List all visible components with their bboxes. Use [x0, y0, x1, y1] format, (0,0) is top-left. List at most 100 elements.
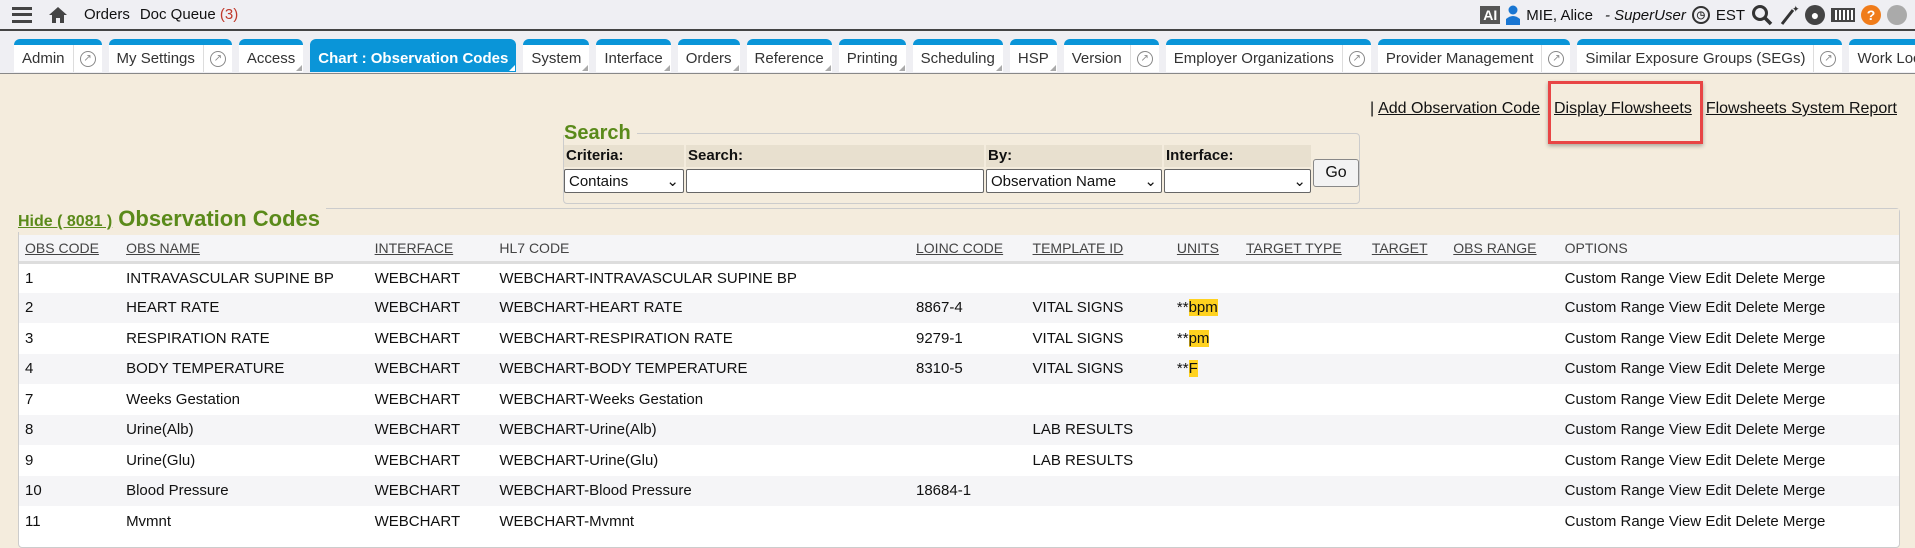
view-link[interactable]: View [1668, 512, 1702, 530]
merge-link[interactable]: Merge [1782, 269, 1826, 287]
merge-link[interactable]: Merge [1782, 329, 1826, 347]
custom-range-link[interactable]: Custom Range [1564, 360, 1665, 378]
dropdown-corner-icon [663, 65, 670, 71]
tab-scheduling[interactable]: Scheduling [912, 39, 1003, 72]
interface-select[interactable]: ⌄ [1164, 169, 1311, 193]
open-external-button[interactable]: ↗ [1341, 45, 1371, 72]
tab-system[interactable]: System [523, 39, 590, 72]
tab-employer-organizations[interactable]: Employer Organizations ↗ [1165, 39, 1371, 72]
view-link[interactable]: View [1668, 390, 1702, 408]
column-header[interactable]: TARGET [1365, 235, 1448, 264]
custom-range-link[interactable]: Custom Range [1564, 299, 1665, 317]
edit-link[interactable]: Edit [1705, 482, 1732, 500]
merge-link[interactable]: Merge [1782, 390, 1826, 408]
open-external-button[interactable]: ↗ [1541, 45, 1570, 72]
merge-link[interactable]: Merge [1782, 360, 1826, 378]
criteria-select[interactable]: Contains ⌄ [564, 169, 684, 193]
tab-reference[interactable]: Reference [746, 39, 832, 72]
timezone[interactable]: EST [1715, 6, 1745, 24]
view-link[interactable]: View [1668, 360, 1702, 378]
custom-range-link[interactable]: Custom Range [1564, 482, 1665, 500]
display-flowsheets-link[interactable]: Display Flowsheets [1553, 100, 1692, 117]
cell-options: Custom Range View Edit Delete Merge [1558, 292, 1899, 323]
go-button[interactable]: Go [1313, 159, 1359, 187]
column-header[interactable]: TEMPLATE ID [1026, 235, 1171, 264]
open-external-button[interactable]: ↗ [1129, 45, 1159, 72]
edit-link[interactable]: Edit [1705, 329, 1732, 347]
tab-provider-management[interactable]: Provider Management ↗ [1377, 39, 1571, 72]
tab-similar-exposure-groups-segs[interactable]: Similar Exposure Groups (SEGs) ↗ [1577, 39, 1843, 72]
delete-link[interactable]: Delete [1735, 390, 1779, 408]
view-link[interactable]: View [1668, 451, 1702, 469]
merge-link[interactable]: Merge [1782, 299, 1826, 317]
hamburger-icon[interactable] [12, 6, 32, 23]
help-icon[interactable]: ? [1861, 5, 1881, 25]
delete-link[interactable]: Delete [1735, 299, 1779, 317]
open-external-button[interactable]: ↗ [202, 45, 232, 72]
doc-queue-link[interactable]: Doc Queue (3) [140, 6, 238, 23]
user-name[interactable]: MIE, Alice [1526, 6, 1593, 24]
custom-range-link[interactable]: Custom Range [1564, 421, 1665, 439]
view-link[interactable]: View [1668, 482, 1702, 500]
tab-hsp[interactable]: HSP [1009, 39, 1057, 72]
globe-icon[interactable]: ● [1805, 5, 1825, 25]
tab-printing[interactable]: Printing [838, 39, 906, 72]
column-header[interactable]: TARGET TYPE [1240, 235, 1366, 264]
view-link[interactable]: View [1668, 329, 1702, 347]
tab-my-settings[interactable]: My Settings ↗ [108, 39, 232, 72]
custom-range-link[interactable]: Custom Range [1564, 269, 1665, 287]
custom-range-link[interactable]: Custom Range [1564, 390, 1665, 408]
tab-interface[interactable]: Interface [596, 39, 671, 72]
custom-range-link[interactable]: Custom Range [1564, 451, 1665, 469]
custom-range-link[interactable]: Custom Range [1564, 329, 1665, 347]
flowsheets-system-report-link[interactable]: Flowsheets System Report [1705, 100, 1897, 117]
view-link[interactable]: View [1668, 269, 1702, 287]
keyboard-icon[interactable] [1831, 8, 1855, 22]
delete-link[interactable]: Delete [1735, 451, 1779, 469]
column-header[interactable]: UNITS [1170, 235, 1240, 264]
edit-link[interactable]: Edit [1705, 360, 1732, 378]
column-header[interactable]: INTERFACE [368, 235, 494, 264]
hide-toggle-link[interactable]: Hide ( 8081 ) [18, 213, 113, 230]
delete-link[interactable]: Delete [1735, 269, 1779, 287]
tab-admin[interactable]: Admin ↗ [14, 39, 102, 72]
open-external-button[interactable]: ↗ [1813, 45, 1842, 72]
merge-link[interactable]: Merge [1782, 512, 1826, 530]
column-header[interactable]: OBS CODE [19, 235, 121, 264]
home-icon[interactable] [48, 6, 68, 24]
tab-access[interactable]: Access [238, 39, 304, 72]
column-header[interactable]: LOINC CODE [910, 235, 1027, 264]
edit-link[interactable]: Edit [1705, 421, 1732, 439]
tab-work-locations[interactable]: Work Locations↗ [1849, 39, 1915, 72]
tab-version[interactable]: Version ↗ [1063, 39, 1159, 72]
column-header[interactable]: OBS RANGE [1447, 235, 1559, 264]
merge-link[interactable]: Merge [1782, 421, 1826, 439]
by-select[interactable]: Observation Name ⌄ [986, 169, 1162, 193]
tab-chart-observation-codes[interactable]: Chart : Observation Codes [310, 39, 517, 72]
open-external-button[interactable]: ↗ [72, 45, 102, 72]
merge-link[interactable]: Merge [1782, 451, 1826, 469]
edit-link[interactable]: Edit [1705, 299, 1732, 317]
edit-link[interactable]: Edit [1705, 269, 1732, 287]
delete-link[interactable]: Delete [1735, 482, 1779, 500]
edit-link[interactable]: Edit [1705, 390, 1732, 408]
magic-wand-icon[interactable]: ✦ [1779, 4, 1799, 26]
delete-link[interactable]: Delete [1735, 421, 1779, 439]
tab-orders[interactable]: Orders [677, 39, 740, 72]
delete-link[interactable]: Delete [1735, 329, 1779, 347]
search-input[interactable] [686, 169, 984, 193]
merge-link[interactable]: Merge [1782, 482, 1826, 500]
custom-range-link[interactable]: Custom Range [1564, 512, 1665, 530]
ai-button[interactable]: AI [1480, 6, 1501, 24]
add-observation-code-link[interactable]: Add Observation Code [1378, 100, 1540, 117]
cell-hl7-code: WEBCHART-Mvmnt [499, 512, 635, 530]
delete-link[interactable]: Delete [1735, 512, 1779, 530]
view-link[interactable]: View [1668, 421, 1702, 439]
edit-link[interactable]: Edit [1705, 512, 1732, 530]
search-icon[interactable] [1751, 4, 1773, 26]
column-header[interactable]: OBS NAME [120, 235, 369, 264]
orders-link[interactable]: Orders [84, 6, 130, 23]
delete-link[interactable]: Delete [1735, 360, 1779, 378]
view-link[interactable]: View [1668, 299, 1702, 317]
edit-link[interactable]: Edit [1705, 451, 1732, 469]
